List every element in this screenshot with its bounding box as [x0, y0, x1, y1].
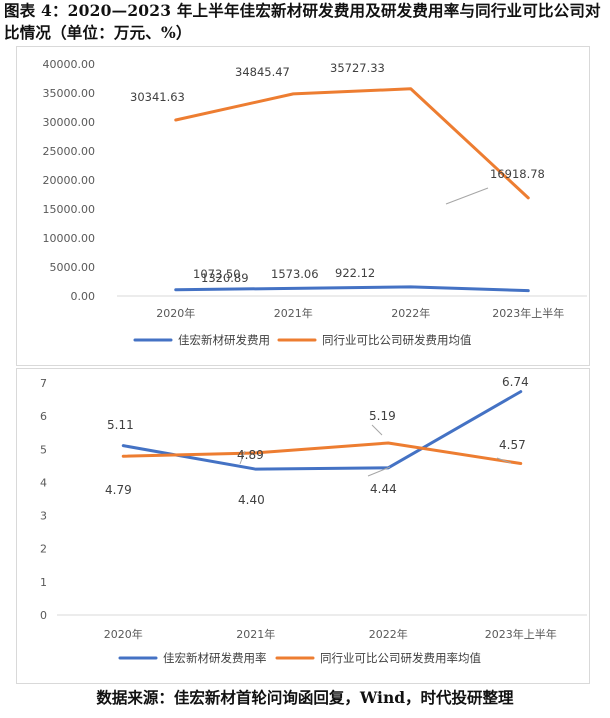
- data-label: 922.12: [335, 266, 375, 280]
- x-tick-label: 2023年上半年: [485, 627, 557, 641]
- leader-line: [371, 424, 383, 436]
- expense-rate-line-chart: 0 1 2 3 4 5 6 7 2020年 2021年 2022年 2023年上半年 5.11 4.40 4…: [40, 375, 587, 665]
- chart-title: 图表 4：2020—2023 年上半年佳宏新材研发费用及研发费用率与同行业可比公…: [4, 1, 601, 42]
- data-label: 1073.50: [193, 267, 241, 281]
- legend-label: 佳宏新材研发费用: [178, 333, 270, 347]
- data-label: 4.79: [105, 483, 132, 497]
- data-label: 16918.78: [490, 167, 545, 181]
- y-tick-label: 2: [40, 543, 47, 556]
- legend-label: 佳宏新材研发费用率: [163, 651, 267, 665]
- y-tick-label: 7: [40, 377, 47, 390]
- data-label: 4.89: [237, 448, 264, 462]
- series-line: [174, 87, 530, 200]
- data-label: 4.40: [238, 493, 265, 507]
- data-label: 6.74: [502, 375, 529, 389]
- legend-label: 同行业可比公司研发费用率均值: [320, 651, 481, 665]
- x-tick-label: 2023年上半年: [492, 306, 564, 320]
- expense-chart-panel: 0.00 5000.00 10000.00 15000.00 20000.00 25000…: [16, 46, 590, 366]
- y-tick-label: 20000.00: [43, 174, 96, 187]
- y-tick-label: 6: [40, 410, 47, 423]
- x-tick-label: 2021年: [236, 627, 275, 641]
- data-source: 数据来源：佳宏新材首轮问询函回复，Wind，时代投研整理: [96, 688, 514, 707]
- data-label: 5.11: [107, 418, 134, 432]
- series-line: [121, 441, 523, 466]
- series-line: [121, 390, 523, 471]
- x-tick-label: 2022年: [391, 306, 430, 320]
- x-tick-label: 2020年: [104, 627, 143, 641]
- expense-line-chart: 0.00 5000.00 10000.00 15000.00 20000.00 25000…: [43, 58, 587, 347]
- series-line: [174, 285, 530, 293]
- data-label: 4.57: [499, 438, 526, 452]
- y-tick-label: 1: [40, 576, 47, 589]
- x-tick-label: 2022年: [369, 627, 408, 641]
- x-tick-label: 2021年: [274, 306, 313, 320]
- y-tick-label: 4: [40, 476, 47, 489]
- y-tick-label: 35000.00: [43, 87, 96, 100]
- y-tick-label: 0.00: [71, 290, 96, 303]
- data-label: 1320.89: [201, 271, 249, 285]
- data-label: 4.44: [370, 482, 397, 496]
- data-label: 30341.63: [130, 90, 185, 104]
- y-tick-label: 5000.00: [50, 261, 96, 274]
- leader-line: [367, 466, 391, 477]
- leader-line: [445, 187, 489, 205]
- x-tick-label: 2020年: [156, 306, 195, 320]
- y-tick-label: 40000.00: [43, 58, 96, 71]
- expense-rate-chart-panel: 0 1 2 3 4 5 6 7 2020年 2021年 2022年 2023年上半年 5.11 4.40 4…: [16, 368, 590, 684]
- y-tick-label: 15000.00: [43, 203, 96, 216]
- data-label: 34845.47: [235, 65, 290, 79]
- y-tick-label: 0: [40, 609, 47, 622]
- data-label: 35727.33: [330, 61, 385, 75]
- y-tick-label: 30000.00: [43, 116, 96, 129]
- y-tick-label: 25000.00: [43, 145, 96, 158]
- y-tick-label: 10000.00: [43, 232, 96, 245]
- y-tick-label: 5: [40, 443, 47, 456]
- legend-label: 同行业可比公司研发费用均值: [322, 333, 472, 347]
- data-label: 5.19: [369, 409, 396, 423]
- data-label: 1573.06: [271, 267, 319, 281]
- leader-line: [496, 457, 512, 464]
- leader-line: [239, 450, 246, 465]
- y-tick-label: 3: [40, 510, 47, 523]
